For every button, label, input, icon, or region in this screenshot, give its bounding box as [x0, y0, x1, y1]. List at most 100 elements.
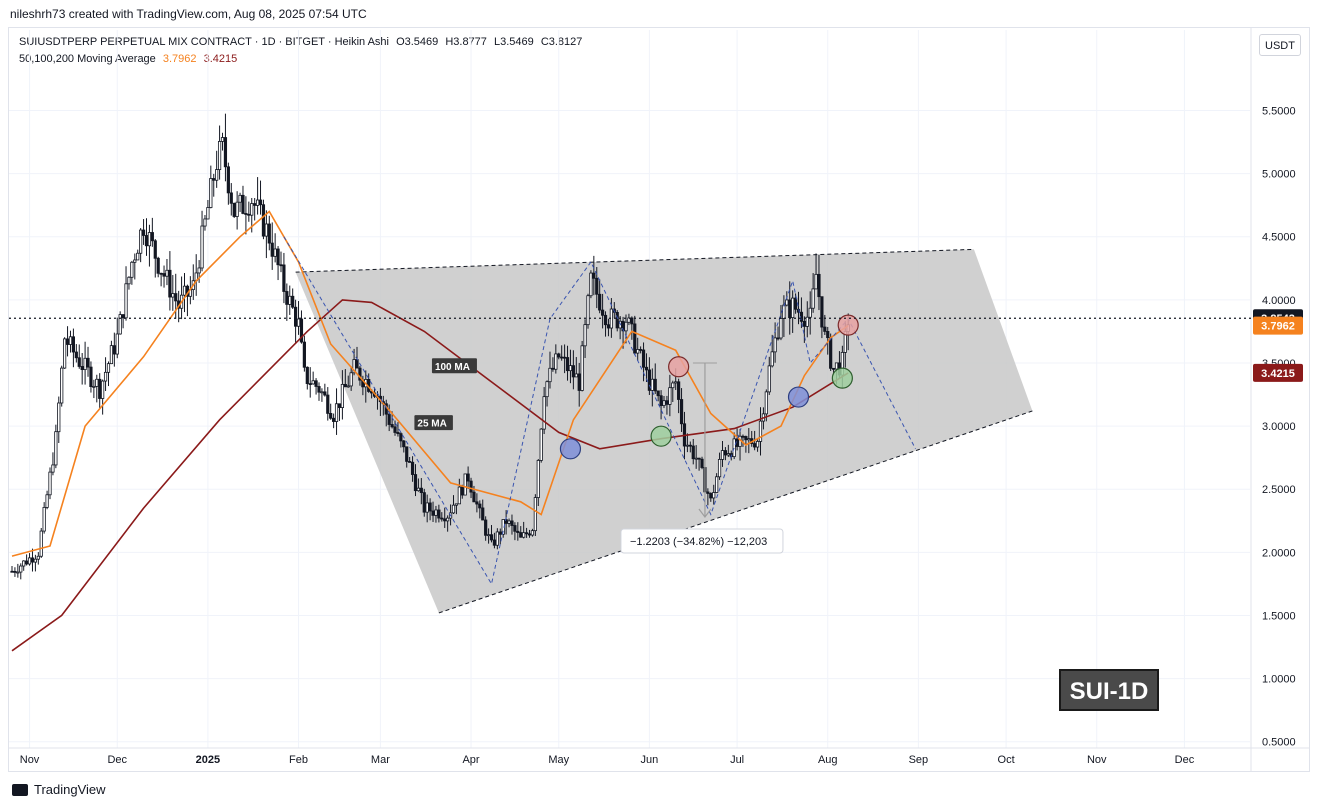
- candle: [770, 334, 774, 368]
- candle-body: [273, 248, 277, 257]
- candle-body: [147, 232, 152, 247]
- candle: [317, 382, 321, 401]
- candle: [253, 198, 257, 221]
- footer-brand[interactable]: TradingView: [12, 782, 106, 797]
- candle-body: [732, 438, 736, 458]
- candle: [513, 522, 517, 541]
- candle-body: [153, 240, 157, 259]
- candle: [446, 515, 450, 532]
- candle-body: [115, 333, 119, 355]
- candle-body: [571, 365, 575, 378]
- candle: [276, 246, 280, 281]
- candle-body: [530, 530, 535, 536]
- candle-body: [19, 565, 23, 573]
- author-line: nileshrh73 created with TradingView.com,…: [10, 7, 367, 21]
- candle: [691, 438, 695, 465]
- candle-body: [288, 295, 292, 305]
- candle-body: [250, 203, 254, 216]
- symbol-legend[interactable]: SUIUSDTPERP PERPETUAL MIX CONTRACT · 1D …: [19, 36, 586, 48]
- candle-body: [577, 373, 581, 391]
- marker-circle-blue: [787, 386, 810, 408]
- candle: [124, 266, 128, 321]
- candle-body: [627, 317, 631, 323]
- candle-body: [630, 317, 634, 325]
- candle: [606, 318, 611, 337]
- candle-body: [826, 331, 830, 339]
- candle-body: [33, 558, 37, 563]
- candle-body: [89, 366, 93, 387]
- symbol-info[interactable]: SUIUSDTPERP PERPETUAL MIX CONTRACT · 1D …: [19, 36, 389, 48]
- candle-body: [542, 396, 546, 430]
- candle-body: [478, 503, 482, 509]
- candle: [413, 464, 418, 497]
- candle-body: [311, 380, 315, 385]
- candle: [109, 340, 114, 365]
- candle: [422, 488, 426, 517]
- watermark-text: SUI-1D: [1070, 678, 1149, 705]
- candle-body: [753, 443, 757, 448]
- candle-body: [524, 532, 529, 535]
- currency-button[interactable]: USDT: [1259, 34, 1301, 56]
- candle-body: [13, 570, 17, 573]
- candle-body: [291, 295, 295, 308]
- x-tick-label: Jun: [641, 754, 659, 766]
- price-label: 3.4215: [1253, 363, 1303, 382]
- candle: [510, 514, 514, 535]
- candle-body: [10, 570, 14, 573]
- candle: [755, 438, 760, 452]
- candle: [565, 345, 570, 381]
- candle: [396, 422, 400, 437]
- y-tick-label: 2.0000: [1262, 547, 1296, 559]
- candle-body: [770, 351, 774, 367]
- candle-body: [817, 273, 821, 298]
- candle: [165, 258, 169, 286]
- candle: [410, 456, 415, 482]
- candle-body: [127, 276, 131, 285]
- candle: [33, 554, 37, 572]
- ma-indicator-label[interactable]: 50,100,200 Moving Average: [19, 53, 156, 65]
- price-label-bg: [1253, 316, 1303, 335]
- candle: [598, 279, 602, 314]
- candle: [633, 315, 637, 356]
- candle: [527, 529, 532, 538]
- ma-long-line: [11, 299, 849, 652]
- candle-body: [805, 316, 809, 327]
- indicator-legend[interactable]: 50,100,200 Moving Average 3.7962 3.4215: [19, 53, 241, 65]
- candle: [758, 407, 763, 456]
- candle: [387, 404, 391, 432]
- candle-body: [399, 433, 403, 442]
- candle: [136, 249, 140, 261]
- candle-body: [653, 378, 657, 392]
- candle: [68, 330, 73, 353]
- candles: [10, 113, 850, 580]
- candle-body: [814, 273, 818, 290]
- candle: [194, 254, 198, 296]
- candle: [13, 567, 17, 577]
- candle: [820, 296, 824, 339]
- candle-body: [510, 520, 514, 526]
- candle: [539, 428, 543, 463]
- candle-body: [334, 403, 339, 422]
- candle-body: [779, 318, 783, 339]
- candle: [726, 444, 730, 457]
- candle-body: [121, 314, 125, 319]
- candle-body: [226, 166, 230, 194]
- candle: [156, 256, 160, 278]
- candle-body: [352, 359, 356, 374]
- candle-body: [644, 366, 649, 371]
- candle-body: [220, 137, 225, 142]
- candle: [624, 314, 628, 344]
- candle-body: [656, 390, 660, 397]
- candle-body: [244, 213, 248, 215]
- candle-body: [326, 394, 330, 414]
- candle-body: [212, 178, 216, 181]
- candle-body: [124, 283, 128, 319]
- candle-body: [276, 248, 280, 266]
- candle: [650, 368, 654, 407]
- candle: [706, 488, 710, 506]
- ma-tag-bg: [431, 358, 477, 374]
- candle-body: [747, 438, 751, 441]
- candle: [39, 527, 43, 558]
- candle: [22, 560, 26, 571]
